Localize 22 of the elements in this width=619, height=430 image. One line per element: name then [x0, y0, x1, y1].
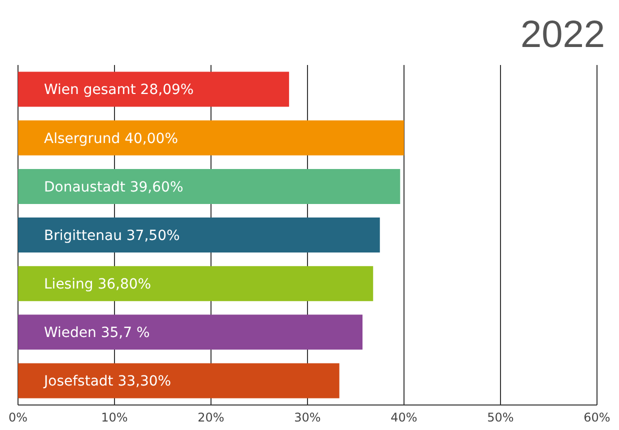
bar	[18, 120, 404, 156]
bar	[18, 72, 290, 107]
category-label: Wien gesamt 28,09%	[44, 82, 194, 98]
bar	[18, 266, 374, 302]
category-label: Alsergrund 40,00%	[44, 130, 178, 147]
bar	[18, 363, 340, 398]
x-tick-label: 50%	[487, 410, 514, 425]
x-tick-label: 20%	[198, 410, 224, 425]
category-label: Wieden 35,7 %	[44, 325, 150, 342]
bar	[18, 168, 400, 204]
category-label: Brigittenau 37,50%	[44, 228, 180, 244]
category-label: Liesing 36,80%	[44, 276, 152, 292]
category-label: Donaustadt 39,60%	[44, 179, 184, 196]
x-tick-label: 0%	[8, 410, 28, 425]
category-label: Josefstadt 33,30%	[44, 374, 172, 390]
chart-title: 2022	[520, 14, 605, 57]
bar	[18, 314, 363, 350]
x-tick-label: 10%	[101, 410, 128, 425]
x-tick-label: 40%	[390, 410, 418, 425]
x-tick-label: 30%	[294, 410, 321, 425]
x-tick-label: 60%	[584, 410, 610, 425]
bar	[18, 218, 380, 253]
